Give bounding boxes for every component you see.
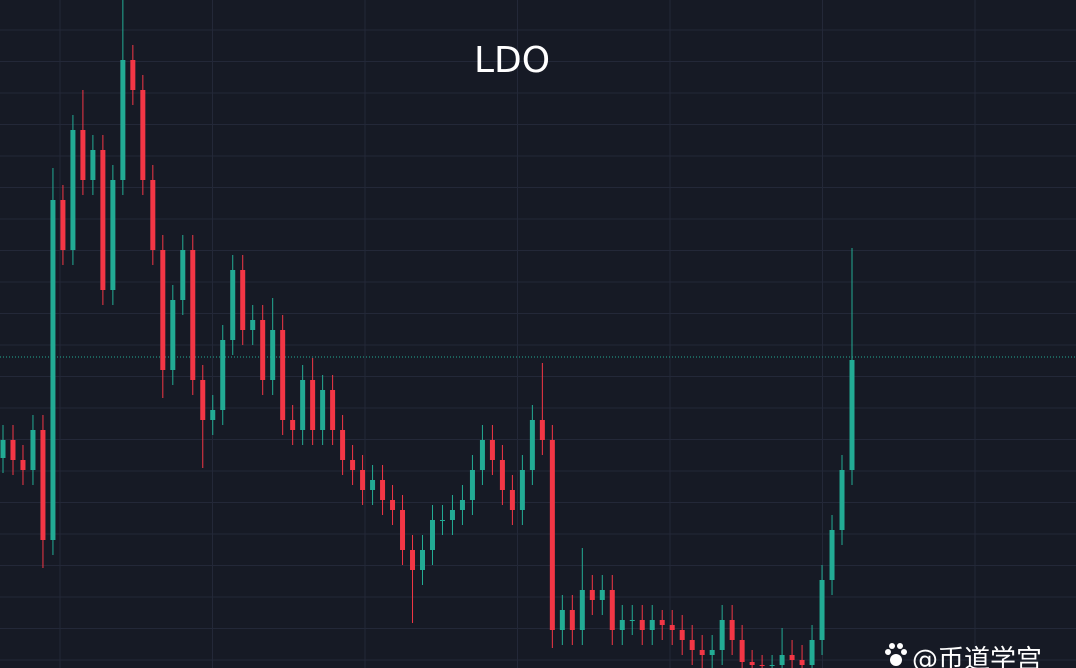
candle-body <box>90 150 96 180</box>
candle-body <box>60 200 66 250</box>
candle-body <box>270 330 276 380</box>
candle-body <box>469 470 475 500</box>
candle-body <box>220 340 226 410</box>
candle-body <box>290 420 296 430</box>
candle-body <box>549 440 555 630</box>
candle-body <box>40 430 46 540</box>
candle-body <box>180 250 186 300</box>
candle-body <box>310 380 316 430</box>
candle-body <box>240 270 246 330</box>
candle-body <box>759 665 765 666</box>
candle-body <box>749 662 755 665</box>
candle-body <box>809 640 815 665</box>
candle-body <box>370 480 376 490</box>
candle-body <box>140 90 146 180</box>
watermark-icon <box>885 643 907 666</box>
candle-body <box>699 650 705 655</box>
candle-body <box>529 420 535 470</box>
candle-body <box>819 580 825 640</box>
candle-body <box>479 440 485 470</box>
candle-body <box>559 610 565 630</box>
candle-body <box>70 130 76 250</box>
candle-body <box>120 60 126 180</box>
candle-body <box>619 620 625 630</box>
candle-body <box>849 360 855 470</box>
candle-body <box>30 430 36 470</box>
candle-body <box>679 630 685 640</box>
candle-body <box>729 620 735 640</box>
candle-body <box>489 440 495 460</box>
candle-body <box>689 640 695 650</box>
candle-body <box>569 610 575 630</box>
candle-body <box>709 650 715 655</box>
candle-body <box>400 510 406 550</box>
candle-body <box>280 330 286 420</box>
candle-body <box>50 200 56 540</box>
candle-body <box>130 60 136 90</box>
candle-body <box>519 470 525 510</box>
candle-body <box>250 320 256 330</box>
candle-body <box>539 420 545 440</box>
candle-body <box>360 470 366 490</box>
candle-body <box>300 380 306 430</box>
candle-body <box>390 500 396 510</box>
candle-body <box>110 180 116 290</box>
chart-title: LDO <box>474 40 550 81</box>
candle-body <box>649 620 655 630</box>
candle-body <box>659 620 665 625</box>
candle-body <box>669 625 675 630</box>
watermark: @币道学宫 <box>912 645 1042 668</box>
candle-body <box>839 470 845 530</box>
candle-body <box>200 380 206 420</box>
candle-body <box>20 460 26 470</box>
candle-body <box>439 520 445 521</box>
candle-body <box>0 440 6 458</box>
candle-body <box>170 300 176 370</box>
candle-body <box>799 660 805 665</box>
candle-body <box>190 250 196 380</box>
candle-body <box>380 480 386 500</box>
candle-body <box>609 590 615 630</box>
candle-body <box>160 250 166 370</box>
candle-body <box>260 320 266 380</box>
candle-body <box>350 460 356 470</box>
candle-body <box>719 620 725 650</box>
candle-body <box>629 620 635 621</box>
candle-body <box>80 130 86 180</box>
candle-body <box>420 550 426 570</box>
candle-body <box>499 460 505 490</box>
candle-body <box>320 390 326 430</box>
candle-body <box>779 655 785 665</box>
candle-body <box>459 500 465 510</box>
candle-body <box>769 665 775 666</box>
candle-body <box>150 180 156 250</box>
candle-body <box>599 590 605 600</box>
candle-body <box>829 530 835 580</box>
candle-body <box>739 640 745 662</box>
candle-body <box>410 550 416 570</box>
candle-body <box>100 150 106 290</box>
candle-body <box>639 620 645 630</box>
candle-body <box>579 590 585 630</box>
candle-body <box>509 490 515 510</box>
candle-body <box>330 390 336 430</box>
candle-body <box>340 430 346 460</box>
candle-body <box>429 520 435 550</box>
candle-body <box>10 440 16 460</box>
candle-body <box>789 655 795 660</box>
candle-body <box>230 270 236 340</box>
candle-body <box>589 590 595 600</box>
candle-body <box>210 410 216 420</box>
candle-body <box>449 510 455 520</box>
